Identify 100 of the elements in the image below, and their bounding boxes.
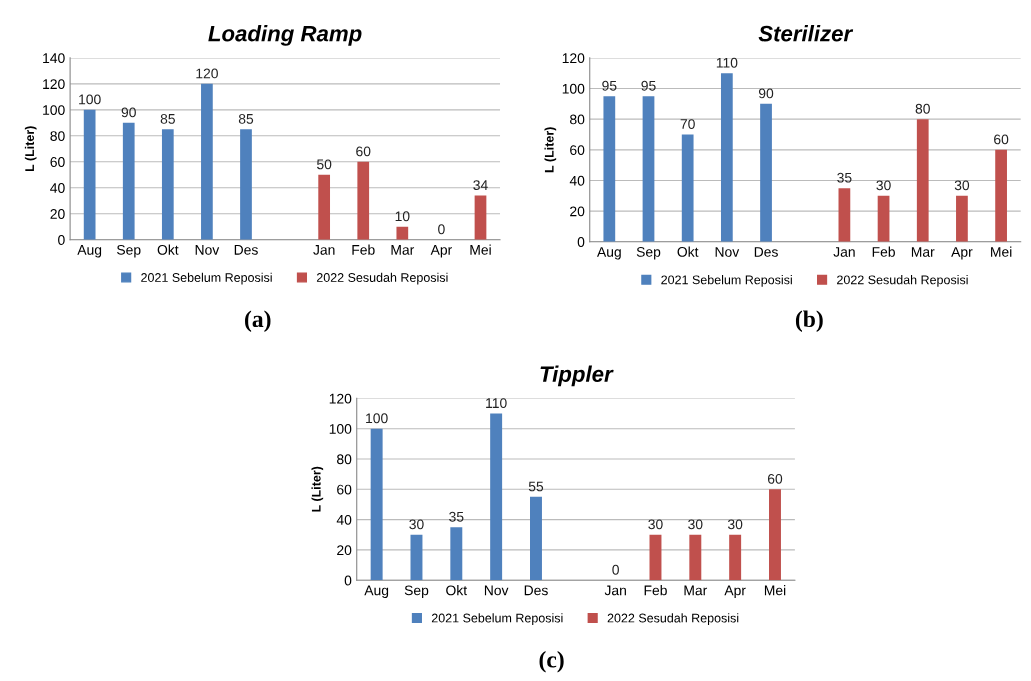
x-tick-label: Jan [604, 585, 626, 596]
data-label: 110 [486, 398, 507, 409]
x-tick-label: Mar [684, 585, 708, 596]
x-tick-label: Apr [951, 247, 973, 260]
y-tick-label: 100 [329, 424, 352, 434]
x-tick-label: Sep [636, 246, 661, 260]
x-tick-label: Apr [430, 245, 452, 258]
legend-label: 2021 Sebelum Reposisi [431, 613, 563, 625]
bar [649, 534, 662, 581]
bar [769, 489, 781, 581]
bar [370, 428, 383, 581]
y-axis-title: L (Liter) [544, 127, 557, 173]
data-label: 30 [688, 519, 703, 530]
y-tick-label: 0 [577, 237, 585, 247]
data-label: 95 [602, 80, 617, 91]
bar [642, 96, 655, 242]
y-tick-label: 80 [337, 454, 352, 465]
bar [490, 413, 503, 581]
y-tick-label: 120 [329, 393, 352, 404]
data-label: 34 [473, 180, 488, 191]
x-tick-label: Okt [157, 244, 179, 255]
x-tick-label: Sep [117, 244, 141, 258]
bar [916, 119, 929, 242]
data-label: 30 [954, 180, 970, 191]
bar [122, 122, 135, 240]
bar [603, 96, 616, 242]
bar [681, 134, 694, 242]
x-tick-label: Nov [715, 247, 740, 257]
x-tick-label: Okt [446, 585, 468, 596]
x-tick-label: Mei [764, 585, 786, 596]
y-tick-label: 120 [43, 79, 65, 90]
y-tick-label: 80 [570, 114, 585, 125]
legend-label: 2022 Sesudah Reposisi [316, 272, 448, 285]
chart-title: Loading Ramp [208, 25, 362, 46]
data-label: 60 [994, 134, 1009, 145]
y-axis-title: L (Liter) [311, 466, 324, 512]
x-tick-label: Feb [872, 246, 895, 257]
bar [729, 534, 742, 581]
data-label: 35 [449, 511, 464, 522]
y-tick-label: 100 [43, 105, 65, 115]
legend-label: 2021 Sebelum Reposisi [661, 275, 792, 287]
x-tick-label: Apr [724, 585, 746, 599]
bar [410, 534, 423, 581]
y-tick-label: 20 [337, 545, 352, 556]
x-tick-label: Feb [644, 585, 667, 596]
legend-label: 2022 Sesudah Reposisi [837, 275, 968, 287]
y-tick-label: 0 [58, 235, 65, 245]
text: (c) [539, 651, 564, 673]
bar [318, 174, 331, 240]
data-label: 85 [160, 113, 175, 124]
data-label: 35 [837, 172, 852, 183]
data-label: 90 [758, 88, 774, 99]
bar [450, 527, 463, 581]
x-tick-label: Feb [352, 244, 375, 255]
x-tick-label: Des [524, 585, 548, 596]
x-tick-label: Jan [313, 245, 335, 255]
x-tick-label: Okt [677, 246, 699, 257]
data-label: 85 [238, 113, 254, 124]
y-tick-label: 0 [344, 575, 352, 586]
x-tick-label: Mei [991, 246, 1012, 257]
x-tick-label: Des [754, 247, 778, 257]
y-tick-label: 40 [336, 514, 352, 525]
x-tick-label: Aug [364, 585, 389, 599]
x-tick-label: Mar [911, 247, 935, 257]
y-tick-label: 60 [570, 145, 585, 155]
y-tick-label: 40 [569, 175, 585, 186]
bar [474, 195, 487, 240]
x-tick-label: Aug [596, 247, 621, 260]
data-label: 60 [356, 146, 371, 157]
y-tick-label: 20 [570, 206, 585, 217]
x-tick-label: Nov [484, 585, 509, 596]
legend-label: 2022 Sesudah Reposisi [607, 613, 739, 625]
data-label: 110 [716, 57, 738, 68]
y-tick-label: 20 [50, 209, 65, 219]
legend-label: 2021 Sebelum Reposisi [141, 272, 272, 285]
bar [760, 103, 772, 242]
data-label: 120 [196, 68, 218, 79]
data-label: 30 [648, 519, 663, 530]
bar [689, 534, 702, 581]
x-tick-label: Jan [833, 247, 855, 257]
data-label: 60 [767, 473, 783, 484]
data-label: 0 [438, 224, 445, 235]
data-label: 0 [612, 564, 619, 575]
bar [956, 195, 968, 242]
bar [720, 73, 733, 242]
bar [530, 496, 542, 581]
text: (a) [245, 310, 271, 332]
data-label: 55 [528, 481, 544, 492]
bar [161, 129, 174, 240]
chart-title: Sterilizer [758, 25, 854, 42]
text: (b) [795, 310, 823, 332]
bar [396, 226, 409, 240]
bar [995, 149, 1007, 242]
x-tick-label: Nov [195, 245, 220, 255]
x-tick-label: Des [234, 245, 258, 255]
x-tick-label: Sep [404, 585, 429, 599]
x-tick-label: Mei [470, 244, 491, 255]
data-label: 95 [641, 80, 656, 91]
y-tick-label: 60 [337, 484, 352, 495]
data-label: 30 [409, 519, 424, 530]
